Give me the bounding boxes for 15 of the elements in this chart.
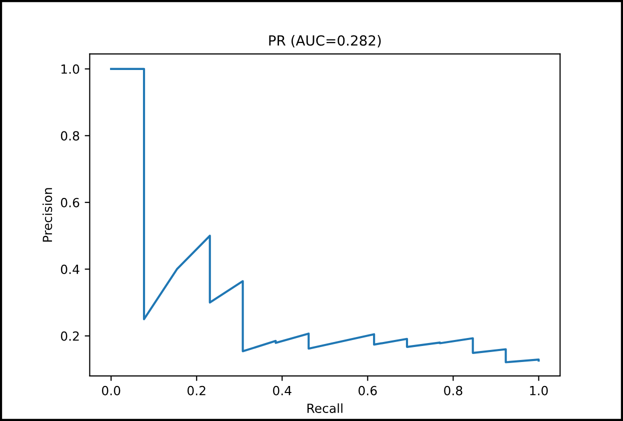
y-tick-label: 0.2 (60, 331, 79, 341)
y-tick-label: 1.0 (61, 64, 80, 74)
x-tick-label: 0.0 (102, 386, 120, 396)
y-tick-label: 0.8 (60, 131, 80, 141)
x-tick-label: 1.0 (530, 386, 548, 396)
chart-title: PR (AUC=0.282) (269, 35, 381, 48)
x-tick-label: 0.4 (273, 386, 292, 396)
y-tick-label: 0.4 (60, 264, 80, 274)
x-tick-label: 0.8 (444, 386, 462, 396)
y-axis-title: Precision (42, 188, 52, 242)
line-series (110, 68, 540, 364)
x-axis-title: Recall (307, 403, 342, 414)
y-tick-label: 0.6 (60, 198, 80, 208)
x-tick-label: 0.6 (358, 386, 377, 396)
x-tick-label: 0.2 (188, 386, 206, 396)
